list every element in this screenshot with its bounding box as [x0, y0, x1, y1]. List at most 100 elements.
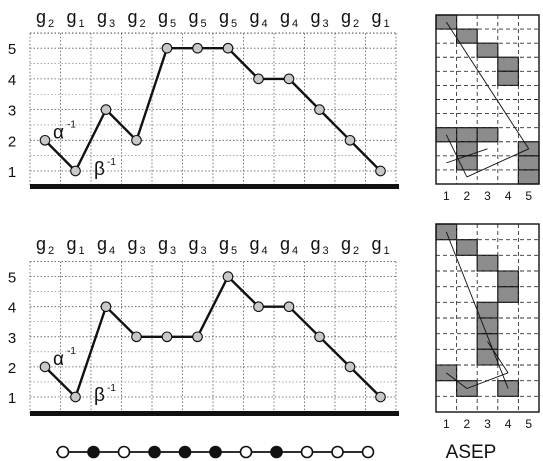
grid-frame	[435, 14, 540, 185]
y-tick-label: 3	[8, 330, 16, 347]
generator-label: g	[249, 234, 259, 254]
y-tick-label: 3	[8, 103, 16, 120]
y-tick-label: 4	[8, 300, 16, 317]
generator-index: 1	[78, 18, 84, 30]
generator-label: g	[36, 7, 46, 27]
generator-label: g	[127, 234, 137, 254]
x-tick-label: 5	[525, 189, 532, 203]
x-tick-label: 5	[525, 417, 532, 431]
path-node	[344, 361, 356, 373]
filled-cell	[456, 239, 478, 256]
generator-index: 2	[48, 245, 54, 257]
y-tick-label: 1	[8, 390, 16, 407]
generator-label: g	[158, 7, 168, 27]
generator-index: 3	[322, 18, 328, 30]
generator-index: 3	[170, 245, 176, 257]
generator-label: g	[310, 234, 320, 254]
generator-label: g	[188, 7, 198, 27]
path-node	[222, 271, 234, 282]
filled-cell	[497, 286, 519, 303]
path-node	[131, 134, 142, 146]
generator-index: 5	[231, 18, 237, 30]
grid-frame	[435, 223, 540, 413]
generator-label: g	[371, 234, 381, 254]
generator-label: g	[280, 7, 290, 27]
beta-label: β	[94, 159, 105, 180]
transition-arrow	[445, 231, 509, 389]
x-tick-label: 2	[464, 189, 471, 203]
particle-filled	[148, 445, 161, 459]
filled-cell	[497, 270, 519, 288]
generator-index: 4	[292, 18, 298, 30]
beta-superscript: -1	[107, 383, 116, 394]
generator-index: 2	[353, 18, 359, 30]
alpha-superscript: -1	[67, 346, 76, 357]
generator-index: 5	[231, 245, 237, 257]
path-node	[283, 73, 295, 85]
particle-empty	[56, 445, 70, 459]
generator-label: g	[97, 234, 107, 254]
transition-arrow	[446, 372, 468, 389]
path-node	[253, 301, 264, 313]
x-tick-label: 2	[464, 417, 471, 431]
x-tick-label: 1	[443, 417, 450, 431]
particle-empty	[331, 445, 344, 459]
generator-index: 2	[48, 18, 54, 30]
filled-cell	[476, 317, 499, 335]
path-node	[70, 165, 81, 177]
path-node	[192, 42, 203, 54]
path-node	[283, 301, 295, 313]
generator-label: g	[219, 7, 229, 27]
baseline	[30, 411, 399, 416]
height-path	[44, 47, 382, 173]
path-node	[39, 134, 51, 146]
generator-index: 1	[78, 245, 84, 257]
alpha-superscript: -1	[67, 119, 76, 130]
transition-arrow	[445, 134, 468, 178]
path-node	[314, 331, 325, 343]
filled-cell	[517, 155, 540, 171]
generator-index: 3	[139, 245, 145, 257]
height-path	[44, 275, 382, 399]
alpha-label: α	[53, 349, 64, 370]
path-node	[70, 391, 81, 403]
path-node	[314, 104, 325, 115]
particle-filled	[87, 445, 100, 459]
filled-cell	[456, 28, 478, 44]
generator-index: 3	[200, 245, 206, 257]
x-tick-label: 4	[505, 417, 512, 431]
path-node	[39, 361, 51, 373]
generator-label: g	[371, 7, 381, 27]
generator-label: g	[341, 7, 351, 27]
generator-label: g	[249, 7, 259, 27]
transition-arrow	[466, 372, 509, 389]
transition-arrow	[445, 21, 530, 150]
generator-label: g	[66, 7, 76, 27]
y-tick-label: 4	[8, 72, 16, 89]
generator-index: 3	[322, 245, 328, 257]
particle-empty	[300, 445, 314, 459]
y-tick-label: 1	[8, 164, 16, 181]
x-tick-label: 3	[484, 417, 491, 431]
path-node	[253, 73, 264, 85]
transition-arrow	[446, 148, 488, 164]
particle-filled	[209, 445, 222, 459]
y-tick-label: 5	[8, 41, 16, 58]
transition-arrow	[487, 341, 509, 374]
generator-label: g	[219, 234, 229, 254]
path-node	[131, 331, 142, 343]
particle-empty	[239, 445, 253, 459]
x-tick-label: 3	[484, 189, 491, 203]
path-node	[192, 331, 203, 343]
x-tick-label: 4	[505, 189, 512, 203]
beta-label: β	[94, 385, 105, 406]
path-node	[100, 104, 112, 115]
beta-superscript: -1	[107, 157, 116, 168]
generator-label: g	[127, 7, 137, 27]
path-node	[344, 134, 356, 146]
generator-index: 5	[200, 18, 206, 30]
filled-cell	[476, 42, 499, 58]
